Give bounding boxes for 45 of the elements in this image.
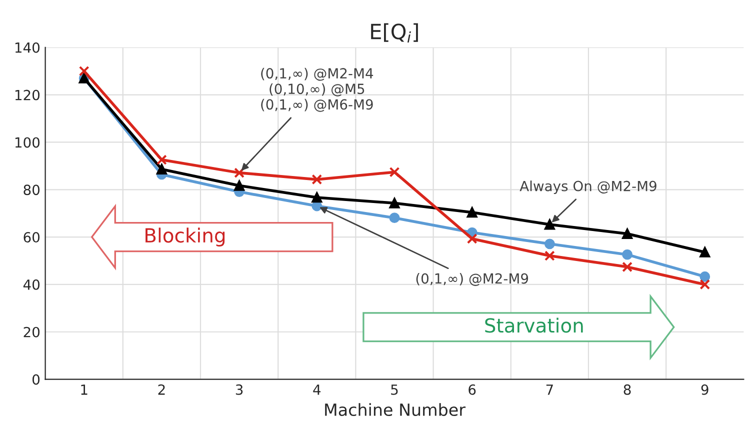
annotation: (0,1,∞) @M2-M9 <box>416 273 528 286</box>
x-tick-label: 9 <box>701 384 708 395</box>
point <box>700 247 710 258</box>
point <box>389 198 400 208</box>
point <box>156 154 167 165</box>
point <box>234 180 245 191</box>
y-tick-label: 140 <box>15 42 40 53</box>
y-tick-label: 100 <box>15 137 40 148</box>
point <box>544 219 555 230</box>
point <box>389 212 400 224</box>
y-tick-label: 40 <box>23 279 40 290</box>
point <box>622 228 632 239</box>
x-tick-label: 5 <box>391 384 398 395</box>
x-tick-label: 8 <box>624 384 631 395</box>
annotation: (0,1,∞) @M2-M4 (0,10,∞) @M5 (0,1,∞) @M6-M9 <box>261 68 374 112</box>
point <box>156 164 167 174</box>
y-tick-label: 0 <box>32 374 40 385</box>
point <box>466 207 478 218</box>
x-axis-title: Machine Number <box>325 403 466 416</box>
x-tick-label: 2 <box>158 384 165 395</box>
point <box>622 249 632 260</box>
y-tick-label: 20 <box>24 326 40 338</box>
chart-title: E[Q$_{i}$] <box>371 23 418 42</box>
annotation: Always On @M2-M9 <box>520 180 656 194</box>
point <box>234 168 245 178</box>
y-tick-label: 120 <box>15 90 40 100</box>
x-tick-label: 6 <box>468 384 476 395</box>
y-tick-label: 80 <box>24 184 40 196</box>
point <box>389 166 400 178</box>
point <box>700 279 710 290</box>
x-tick-label: 3 <box>236 384 243 395</box>
point <box>544 238 555 250</box>
point <box>466 234 478 244</box>
point <box>622 262 632 272</box>
annotation: Blocking <box>146 228 225 246</box>
x-tick-label: 4 <box>313 384 321 395</box>
point <box>312 174 322 185</box>
y-tick-label: 60 <box>24 232 40 243</box>
annotation: Starvation <box>485 318 583 333</box>
point <box>700 271 710 282</box>
point <box>544 250 555 261</box>
x-tick-label: 7 <box>546 384 553 395</box>
x-tick-label: 1 <box>81 384 88 395</box>
point <box>78 66 90 76</box>
point <box>312 192 322 203</box>
